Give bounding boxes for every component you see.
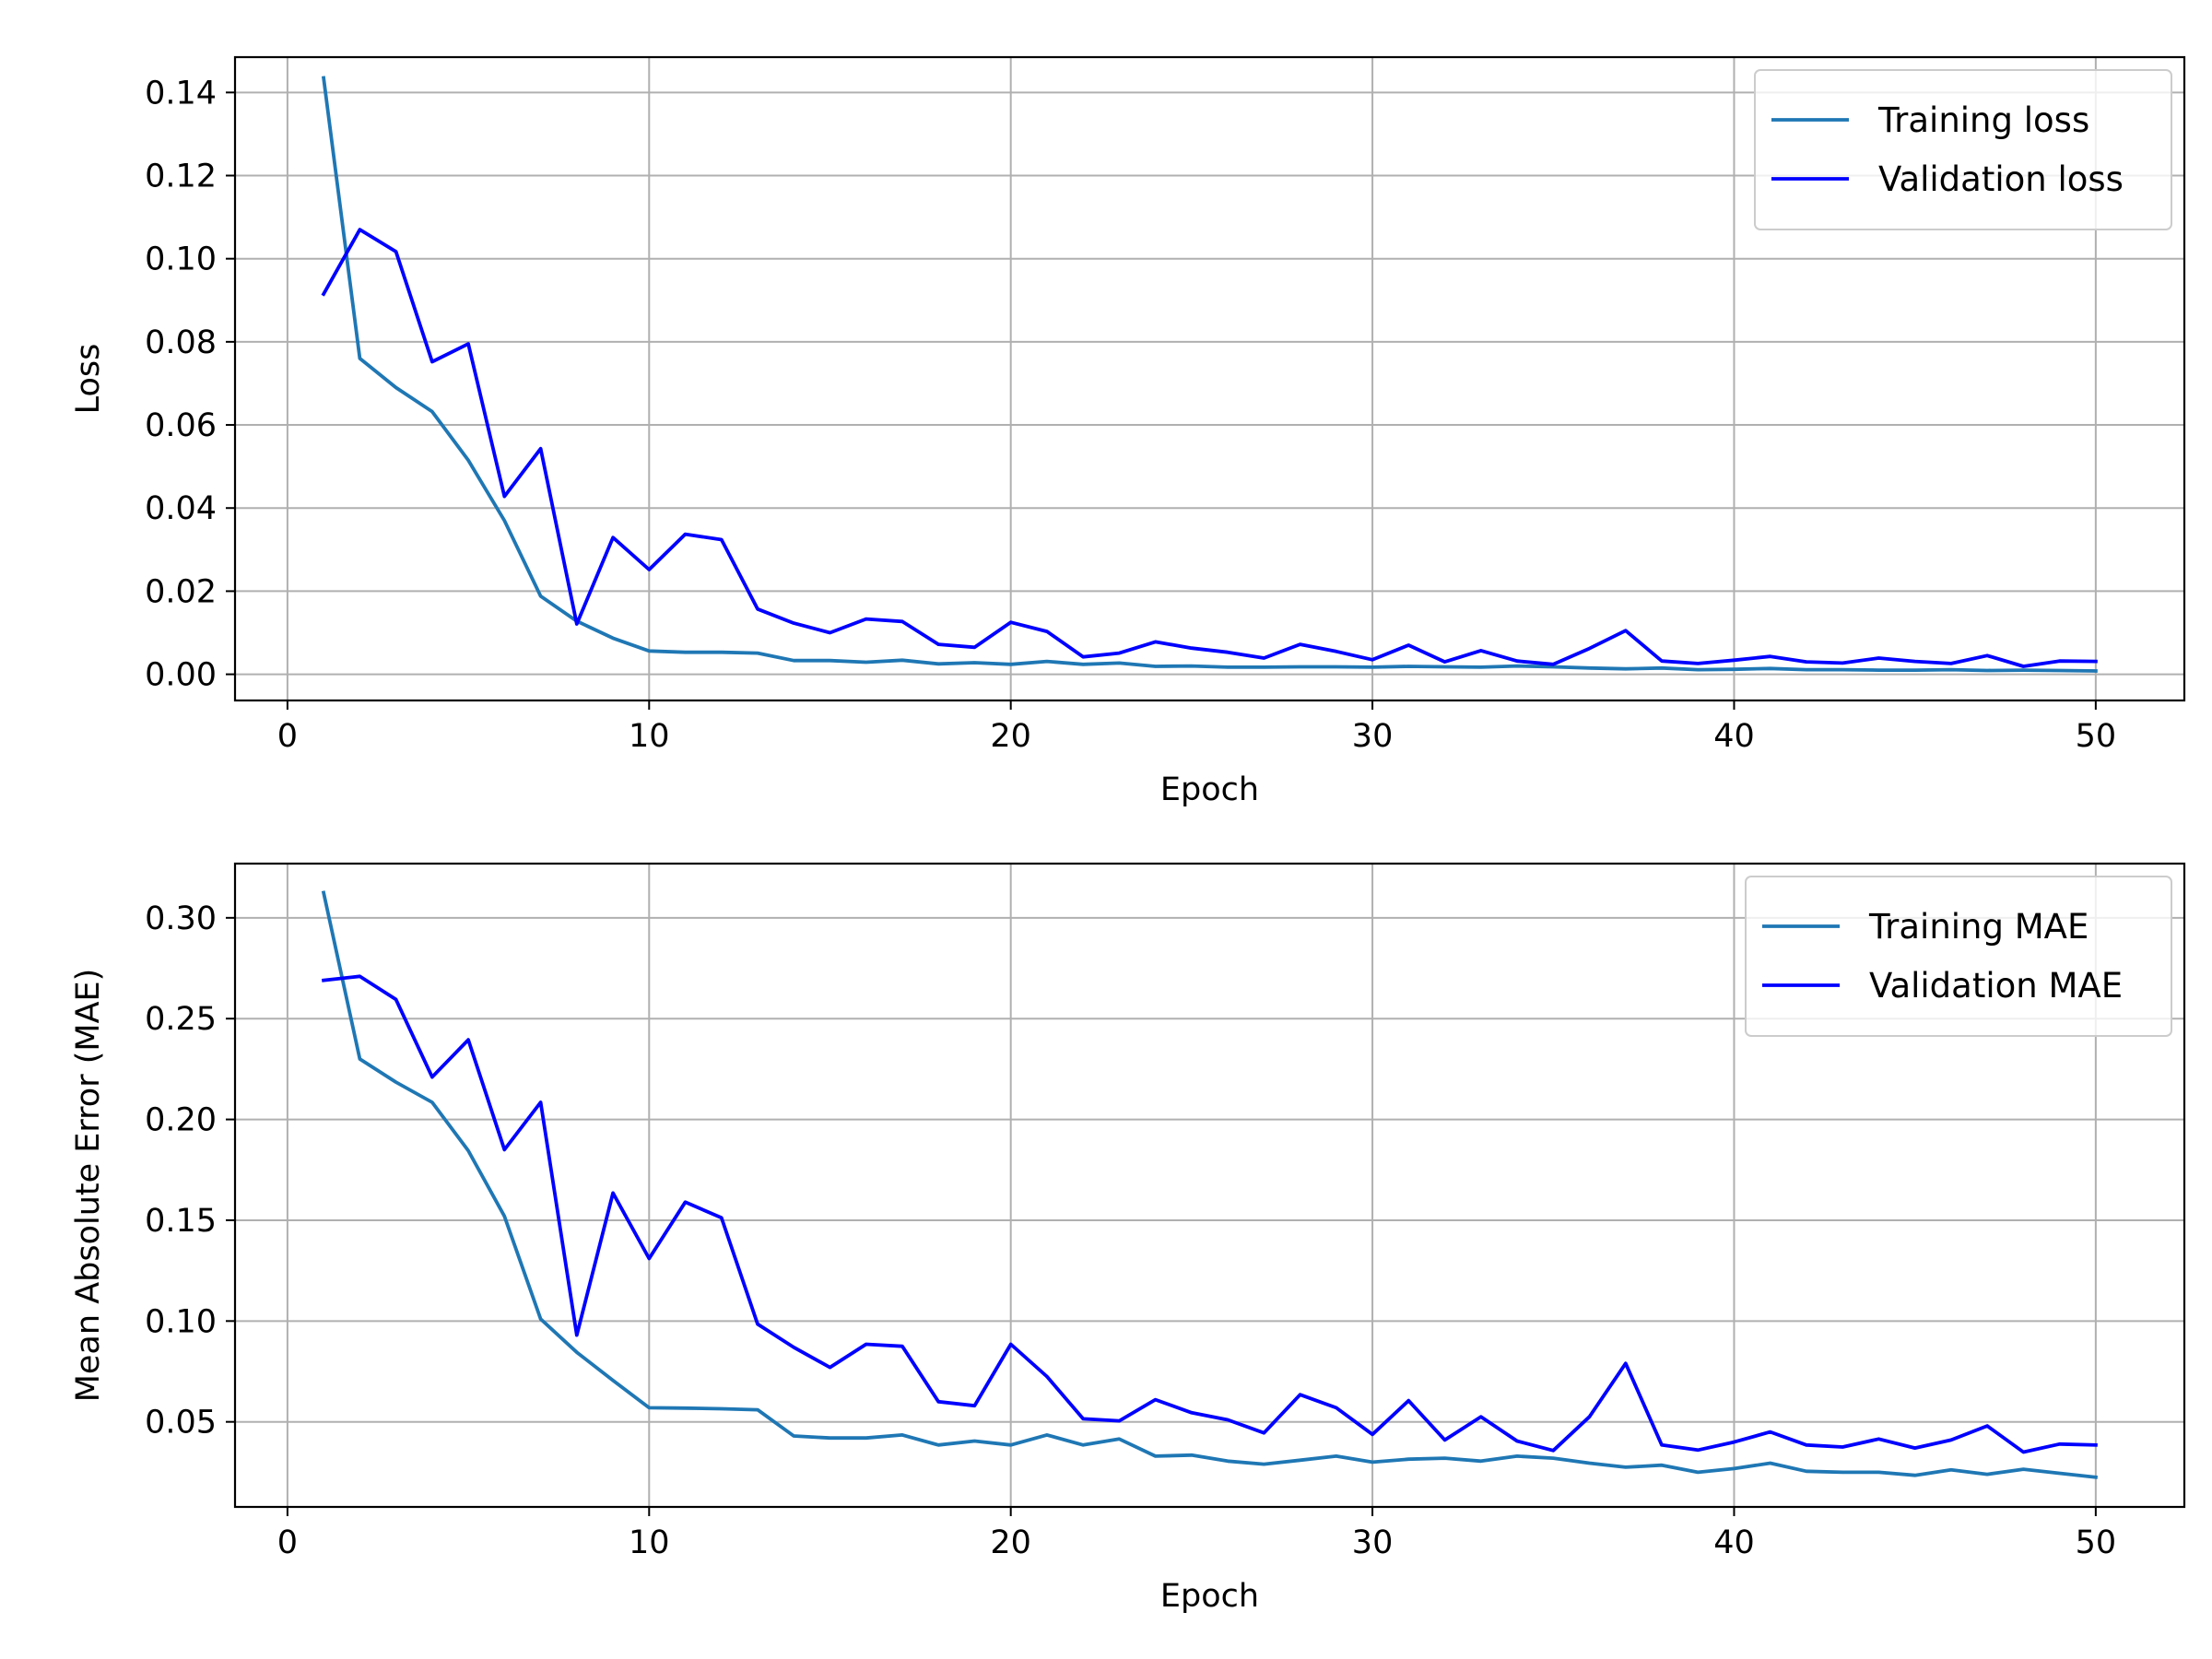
- x-tick-label: 40: [1713, 718, 1755, 755]
- legend-label: Training loss: [1877, 100, 2089, 140]
- y-tick-label: 0.02: [145, 573, 217, 610]
- y-tick-label: 0.12: [145, 159, 217, 195]
- legend-box: [1754, 69, 2172, 230]
- legend-box: [1745, 876, 2172, 1037]
- y-axis-title: Mean Absolute Error (MAE): [70, 969, 107, 1403]
- series-line-validation-loss: [321, 228, 2098, 668]
- series-line-validation-mae: [322, 974, 2098, 1454]
- y-tick-label: 0.04: [145, 490, 217, 527]
- legend-label: Validation MAE: [1869, 966, 2123, 1006]
- legend-label: Training MAE: [1868, 907, 2088, 947]
- plot-frame: [233, 862, 2186, 1509]
- x-tick-label: 10: [629, 718, 670, 755]
- x-tick-label: 50: [2076, 1524, 2117, 1561]
- series-line-training-mae: [321, 890, 2098, 1479]
- legend: Training loss Validation loss: [1754, 69, 2172, 230]
- subplot-1: 0 10 20 30 40 50 0.00 0.02 0.04 0.06 0.08 0.10 0.12 0…: [70, 55, 2186, 808]
- x-axis-title: Epoch: [1160, 771, 1259, 808]
- y-tick-label: 0.14: [145, 75, 217, 112]
- x-tick-label: 20: [990, 718, 1031, 755]
- y-tick-label: 0.25: [145, 1001, 217, 1038]
- x-tick-label: 30: [1352, 1524, 1394, 1561]
- x-tick-label: 50: [2076, 718, 2117, 755]
- y-tick-label: 0.00: [145, 657, 217, 694]
- x-tick-label: 10: [629, 1524, 670, 1561]
- legend-label: Validation loss: [1878, 159, 2124, 199]
- x-tick-label: 0: [277, 718, 298, 755]
- y-tick-label: 0.10: [145, 241, 217, 278]
- legend: Training MAE Validation MAE: [1745, 876, 2172, 1037]
- y-tick-label: 0.20: [145, 1102, 217, 1139]
- y-tick-label: 0.08: [145, 324, 217, 361]
- x-tick-label: 40: [1713, 1524, 1755, 1561]
- x-tick-label: 20: [990, 1524, 1031, 1561]
- y-tick-label: 0.05: [145, 1405, 217, 1441]
- x-axis-title: Epoch: [1160, 1578, 1259, 1615]
- x-tick-label: 30: [1352, 718, 1394, 755]
- plot-frame: [233, 55, 2186, 702]
- subplot-2: 0 10 20 30 40 50 0.05 0.10 0.15 0.20 0.25 0.30 Epoch…: [70, 862, 2186, 1615]
- x-tick-label: 0: [277, 1524, 298, 1561]
- y-tick-label: 0.06: [145, 407, 217, 444]
- series-line-training-loss: [321, 76, 2098, 673]
- y-tick-label: 0.10: [145, 1303, 217, 1340]
- y-tick-label: 0.15: [145, 1203, 217, 1240]
- y-tick-label: 0.30: [145, 900, 217, 937]
- y-axis-title: Loss: [70, 344, 107, 415]
